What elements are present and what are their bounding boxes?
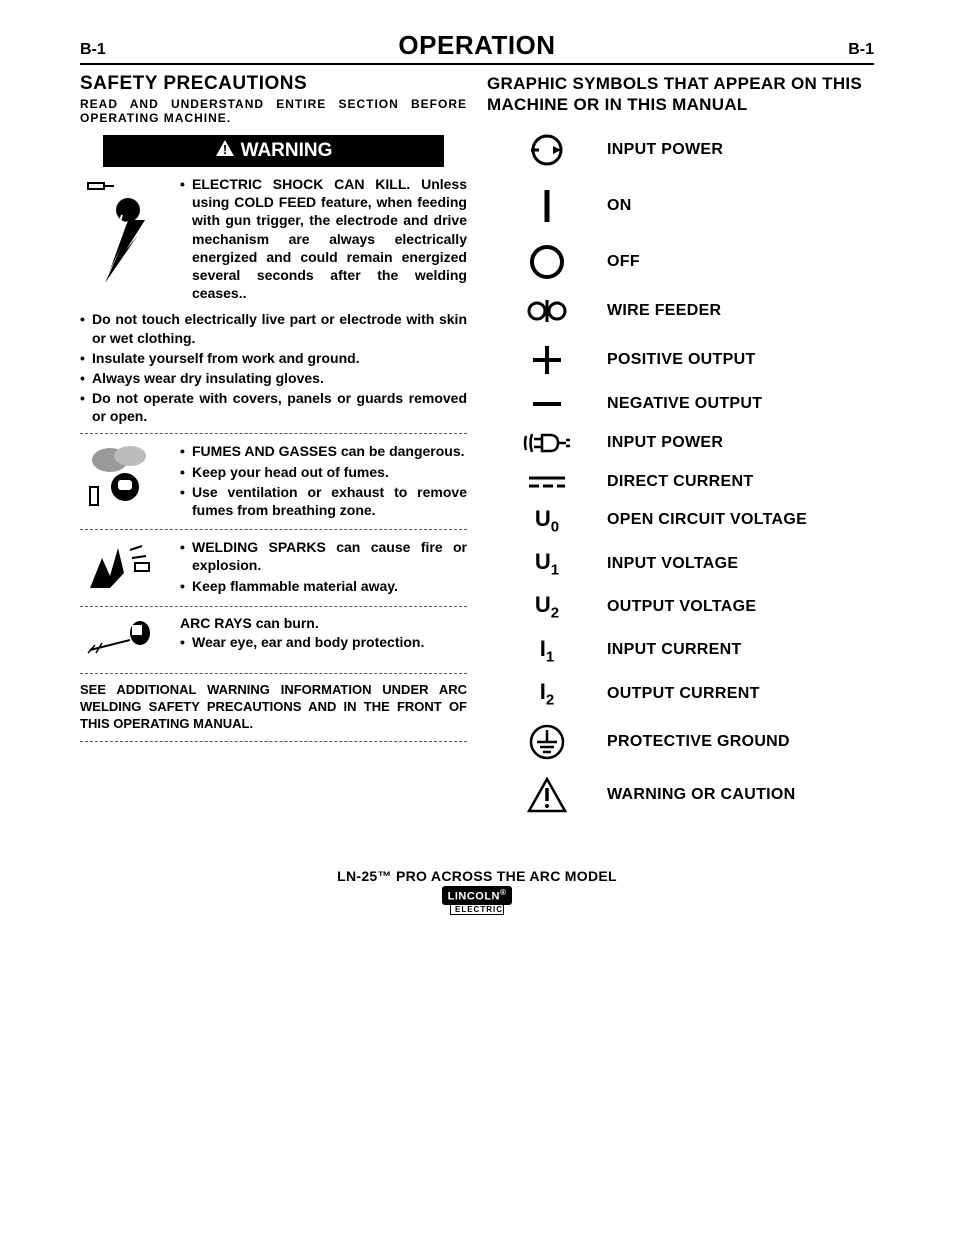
fumes-icon bbox=[80, 442, 170, 521]
divider bbox=[80, 529, 467, 530]
symbol-row-on: ON bbox=[487, 184, 874, 228]
svg-text:!: ! bbox=[222, 142, 226, 157]
page-code-right: B-1 bbox=[848, 41, 874, 59]
symbol-label: OFF bbox=[607, 253, 874, 271]
symbol-row-warning: WARNING OR CAUTION bbox=[487, 776, 874, 814]
symbols-heading: GRAPHIC SYMBOLS THAT APPEAR ON THIS MACH… bbox=[487, 73, 874, 116]
warning-caution-icon bbox=[487, 776, 607, 814]
hazard1-b1: Insulate yourself from work and ground. bbox=[80, 349, 467, 367]
footer-model: LN-25™ PRO ACROSS THE ARC MODEL bbox=[80, 868, 874, 884]
page-title: OPERATION bbox=[398, 30, 555, 61]
arc-rays-icon bbox=[80, 615, 170, 665]
u0-symbol: U0 bbox=[487, 506, 607, 535]
hazard2-b1: Keep your head out of fumes. bbox=[180, 463, 467, 481]
symbol-row-i2: I2 OUTPUT CURRENT bbox=[487, 679, 874, 708]
symbol-row-dc: DIRECT CURRENT bbox=[487, 472, 874, 492]
warning-bar: ! WARNING bbox=[103, 135, 444, 167]
hazard2-b0: FUMES AND GASSES can be dangerous. bbox=[180, 442, 467, 460]
symbol-label: OUTPUT VOLTAGE bbox=[607, 598, 874, 616]
hazard1-b3: Do not operate with covers, panels or gu… bbox=[80, 389, 467, 425]
hazard1-b0: Do not touch electrically live part or e… bbox=[80, 310, 467, 346]
hazard1-bullets: Do not touch electrically live part or e… bbox=[80, 310, 467, 425]
additional-warning-note: SEE ADDITIONAL WARNING INFORMATION UNDER… bbox=[80, 682, 467, 733]
symbol-row-u0: U0 OPEN CIRCUIT VOLTAGE bbox=[487, 506, 874, 535]
symbol-label: INPUT VOLTAGE bbox=[607, 555, 874, 573]
i2-symbol: I2 bbox=[487, 679, 607, 708]
u1-symbol: U1 bbox=[487, 549, 607, 578]
divider bbox=[80, 433, 467, 434]
safety-subheading: READ AND UNDERSTAND ENTIRE SECTION BEFOR… bbox=[80, 97, 467, 125]
symbol-label: INPUT POWER bbox=[607, 434, 874, 452]
symbol-label: WIRE FEEDER bbox=[607, 302, 874, 320]
symbol-row-u2: U2 OUTPUT VOLTAGE bbox=[487, 592, 874, 621]
safety-heading: SAFETY PRECAUTIONS bbox=[80, 73, 467, 95]
warning-triangle-icon: ! bbox=[215, 139, 235, 163]
symbol-row-input-power-2: INPUT POWER bbox=[487, 428, 874, 458]
symbol-label: ON bbox=[607, 197, 874, 215]
symbol-label: OUTPUT CURRENT bbox=[607, 685, 874, 703]
hazard-sparks: WELDING SPARKS can cause fire or explosi… bbox=[80, 538, 467, 598]
symbol-label: OPEN CIRCUIT VOLTAGE bbox=[607, 511, 874, 529]
protective-ground-icon bbox=[487, 722, 607, 762]
wire-feeder-icon bbox=[487, 296, 607, 326]
symbol-label: NEGATIVE OUTPUT bbox=[607, 395, 874, 413]
positive-output-icon bbox=[487, 340, 607, 380]
divider bbox=[80, 606, 467, 607]
off-icon bbox=[487, 242, 607, 282]
input-power-icon bbox=[487, 130, 607, 170]
i1-symbol: I1 bbox=[487, 636, 607, 665]
hazard-arc-rays: ARC RAYS can burn. Wear eye, ear and bod… bbox=[80, 615, 467, 665]
u2-symbol: U2 bbox=[487, 592, 607, 621]
hazard-electric-shock: ELECTRIC SHOCK CAN KILL. Unless using CO… bbox=[80, 175, 467, 304]
symbol-row-negative: NEGATIVE OUTPUT bbox=[487, 394, 874, 414]
hazard1-b2: Always wear dry insulating gloves. bbox=[80, 369, 467, 387]
symbol-label: PROTECTIVE GROUND bbox=[607, 733, 874, 751]
symbol-row-wire-feeder: WIRE FEEDER bbox=[487, 296, 874, 326]
divider bbox=[80, 673, 467, 674]
symbol-table: INPUT POWER ON OFF WIRE FEEDER bbox=[487, 130, 874, 815]
page-footer: LN-25™ PRO ACROSS THE ARC MODEL LINCOLN®… bbox=[80, 868, 874, 917]
electric-shock-icon bbox=[80, 175, 170, 304]
on-icon bbox=[487, 184, 607, 228]
direct-current-icon bbox=[487, 472, 607, 492]
symbol-label: POSITIVE OUTPUT bbox=[607, 351, 874, 369]
hazard3-b0: WELDING SPARKS can cause fire or explosi… bbox=[180, 538, 467, 574]
lincoln-logo: LINCOLN® ELECTRIC bbox=[442, 886, 513, 915]
hazard4-lead: ARC RAYS can burn. bbox=[180, 615, 467, 633]
hazard3-b1: Keep flammable material away. bbox=[180, 577, 467, 595]
page-header: B-1 OPERATION B-1 bbox=[80, 30, 874, 65]
symbol-row-u1: U1 INPUT VOLTAGE bbox=[487, 549, 874, 578]
symbol-row-off: OFF bbox=[487, 242, 874, 282]
symbol-label: INPUT POWER bbox=[607, 141, 874, 159]
hazard1-lead: ELECTRIC SHOCK CAN KILL. Unless using CO… bbox=[180, 175, 467, 302]
divider bbox=[80, 741, 467, 742]
symbol-label: INPUT CURRENT bbox=[607, 641, 874, 659]
symbol-row-positive: POSITIVE OUTPUT bbox=[487, 340, 874, 380]
sparks-icon bbox=[80, 538, 170, 598]
left-column: SAFETY PRECAUTIONS READ AND UNDERSTAND E… bbox=[80, 73, 467, 828]
symbol-label: DIRECT CURRENT bbox=[607, 473, 874, 491]
hazard-fumes: FUMES AND GASSES can be dangerous. Keep … bbox=[80, 442, 467, 521]
symbol-row-i1: I1 INPUT CURRENT bbox=[487, 636, 874, 665]
warning-label: WARNING bbox=[241, 140, 333, 162]
page-code-left: B-1 bbox=[80, 41, 106, 59]
input-power-plug-icon bbox=[487, 428, 607, 458]
symbol-row-input-power-1: INPUT POWER bbox=[487, 130, 874, 170]
right-column: GRAPHIC SYMBOLS THAT APPEAR ON THIS MACH… bbox=[487, 73, 874, 828]
symbol-row-ground: PROTECTIVE GROUND bbox=[487, 722, 874, 762]
symbol-label: WARNING OR CAUTION bbox=[607, 786, 874, 804]
hazard2-b2: Use ventilation or exhaust to remove fum… bbox=[180, 483, 467, 519]
negative-output-icon bbox=[487, 394, 607, 414]
hazard4-b0: Wear eye, ear and body protection. bbox=[180, 633, 467, 651]
